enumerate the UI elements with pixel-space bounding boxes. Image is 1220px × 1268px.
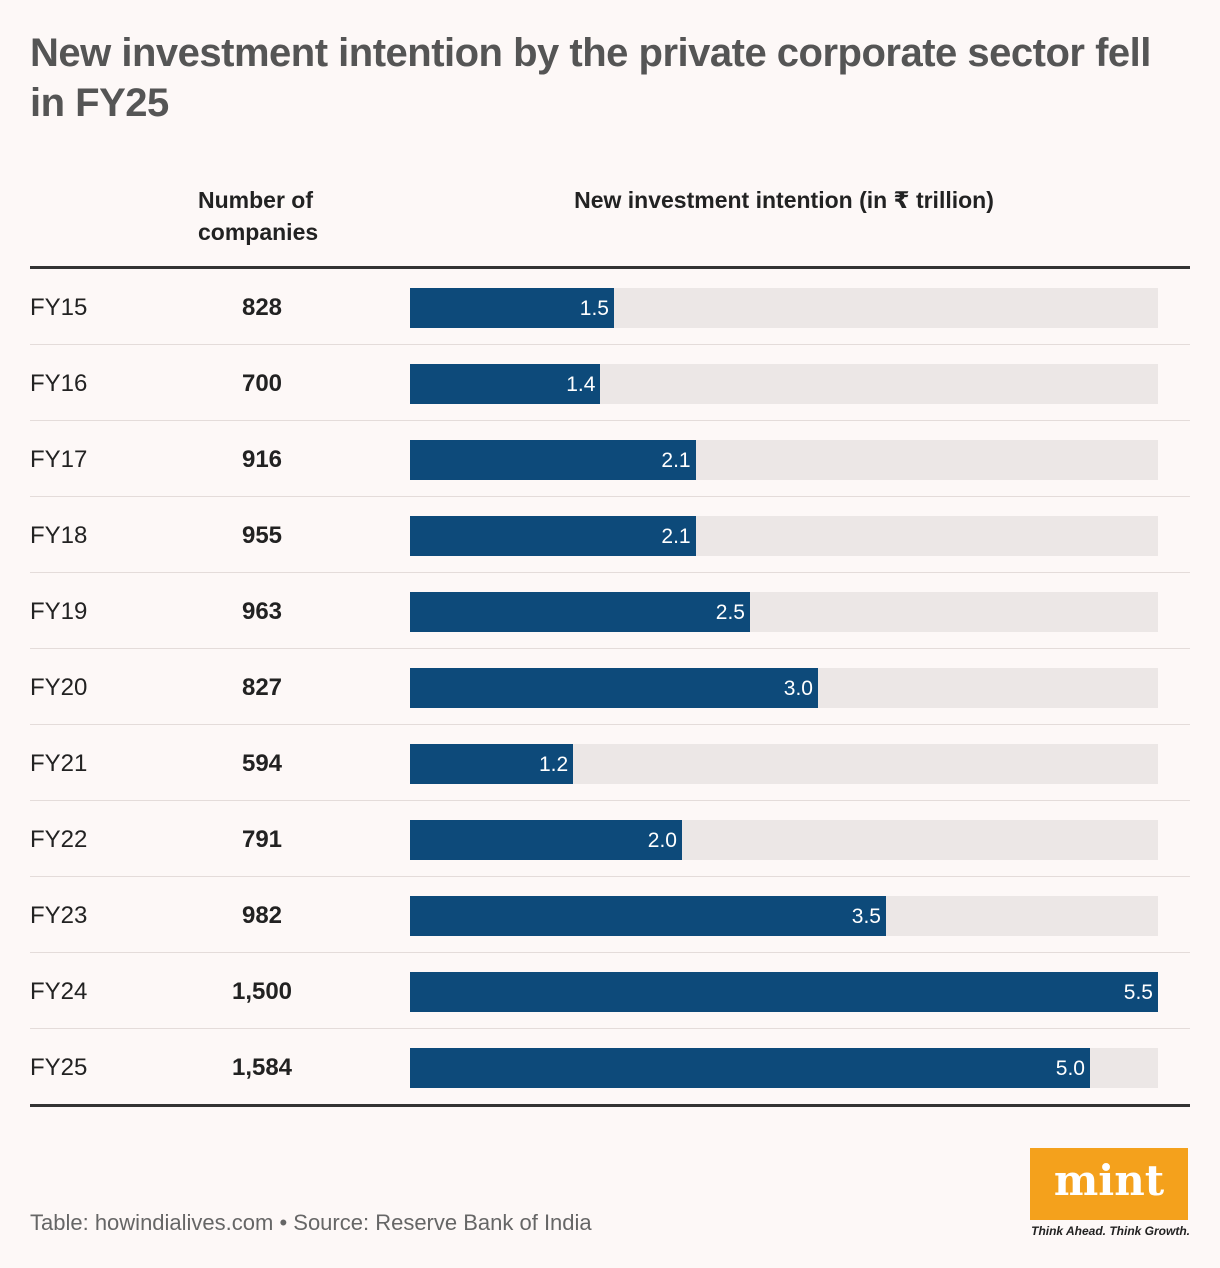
company-count: 1,584 — [231, 1054, 293, 1081]
year-label: FY22 — [30, 826, 88, 853]
investment-bar: 1.4 — [410, 364, 601, 404]
year-label: FY24 — [30, 978, 88, 1005]
row-divider — [30, 420, 1190, 421]
row-divider — [30, 496, 1190, 497]
investment-bar: 2.0 — [410, 820, 682, 860]
table-row: FY15 828 1.5 — [30, 269, 1190, 345]
table-row: FY17 916 2.1 — [30, 421, 1190, 497]
investment-bar: 5.0 — [410, 1048, 1090, 1088]
investment-bar: 3.0 — [410, 668, 818, 708]
bar-track: 1.4 — [410, 364, 1158, 404]
table-row: FY22 791 2.0 — [30, 801, 1190, 877]
bottom-rule — [30, 1104, 1190, 1107]
bar-track: 5.5 — [410, 972, 1158, 1012]
mint-logo: mint — [1030, 1148, 1188, 1220]
company-count: 828 — [241, 294, 283, 321]
bar-track: 2.1 — [410, 516, 1158, 556]
bar-value-label: 3.5 — [851, 905, 881, 928]
table-row: FY24 1,500 5.5 — [30, 953, 1190, 1029]
company-count: 827 — [241, 674, 283, 701]
bar-track: 1.5 — [410, 288, 1158, 328]
logo-tagline: Think Ahead. Think Growth. — [1031, 1224, 1190, 1238]
bar-value-label: 2.0 — [647, 829, 677, 852]
year-label: FY21 — [30, 750, 88, 777]
row-divider — [30, 724, 1190, 725]
logo-text: mint — [1053, 1156, 1165, 1205]
table-row: FY16 700 1.4 — [30, 345, 1190, 421]
investment-bar: 2.1 — [410, 440, 696, 480]
year-label: FY25 — [30, 1054, 88, 1081]
investment-bar: 1.5 — [410, 288, 614, 328]
bar-value-label: 3.0 — [783, 677, 813, 700]
bar-value-label: 2.1 — [661, 525, 691, 548]
table-row: FY21 594 1.2 — [30, 725, 1190, 801]
bar-value-label: 5.0 — [1055, 1057, 1085, 1080]
year-label: FY20 — [30, 674, 88, 701]
year-label: FY16 — [30, 370, 88, 397]
year-label: FY17 — [30, 446, 88, 473]
bar-track: 3.5 — [410, 896, 1158, 936]
year-label: FY15 — [30, 294, 88, 321]
row-divider — [30, 952, 1190, 953]
investment-bar: 2.1 — [410, 516, 696, 556]
bar-track: 2.1 — [410, 440, 1158, 480]
companies-column-header: Number of companies — [198, 187, 319, 245]
investment-column-header: New investment intention (in ₹ trillion) — [574, 187, 994, 213]
table-row: FY18 955 2.1 — [30, 497, 1190, 573]
bar-track: 1.2 — [410, 744, 1158, 784]
row-divider — [30, 876, 1190, 877]
bar-value-label: 1.4 — [566, 373, 596, 396]
year-label: FY19 — [30, 598, 88, 625]
row-divider — [30, 572, 1190, 573]
year-label: FY18 — [30, 522, 88, 549]
bar-track: 2.5 — [410, 592, 1158, 632]
chart-title: New investment intention by the private … — [30, 31, 1151, 125]
company-count: 955 — [241, 522, 283, 549]
company-count: 916 — [241, 446, 283, 473]
company-count: 982 — [241, 902, 283, 929]
row-divider — [30, 344, 1190, 345]
table-row: FY19 963 2.5 — [30, 573, 1190, 649]
investment-bar: 3.5 — [410, 896, 886, 936]
year-label: FY23 — [30, 902, 88, 929]
investment-bar: 5.5 — [410, 972, 1158, 1012]
investment-bar: 2.5 — [410, 592, 750, 632]
bar-track: 3.0 — [410, 668, 1158, 708]
company-count: 594 — [241, 750, 283, 777]
source-note: Table: howindialives.com • Source: Reser… — [30, 1210, 592, 1235]
bar-value-label: 1.2 — [538, 753, 569, 776]
top-rule — [30, 266, 1190, 269]
bar-value-label: 2.1 — [661, 449, 691, 472]
bar-track: 5.0 — [410, 1048, 1158, 1088]
row-divider — [30, 1028, 1190, 1029]
bar-value-label: 5.5 — [1123, 981, 1153, 1004]
row-divider — [30, 800, 1190, 801]
row-divider — [30, 648, 1190, 649]
table-row: FY25 1,584 5.0 — [30, 1029, 1190, 1105]
bar-value-label: 1.5 — [579, 297, 609, 320]
table-row: FY20 827 3.0 — [30, 649, 1190, 725]
bar-value-label: 2.5 — [715, 601, 745, 624]
company-count: 1,500 — [231, 978, 293, 1005]
company-count: 700 — [241, 370, 283, 397]
bar-track: 2.0 — [410, 820, 1158, 860]
table-row: FY23 982 3.5 — [30, 877, 1190, 953]
company-count: 791 — [241, 826, 283, 853]
investment-bar: 1.2 — [410, 744, 574, 784]
company-count: 963 — [241, 598, 283, 625]
